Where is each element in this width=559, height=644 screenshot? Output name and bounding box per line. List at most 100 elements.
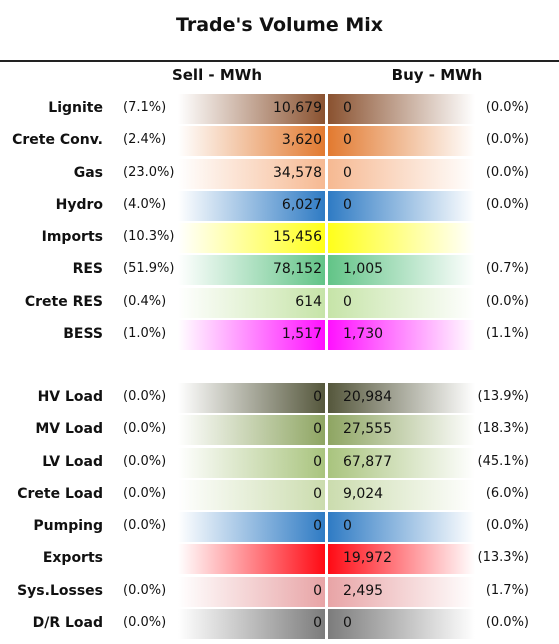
buy-value: 0	[343, 614, 352, 631]
row-label: Crete RES	[24, 293, 103, 310]
sell-cell	[178, 576, 325, 607]
sell-percent: (2.4%)	[123, 132, 167, 148]
buy-cell	[328, 608, 475, 639]
buy-cell	[328, 415, 475, 446]
buy-value: 0	[343, 164, 352, 181]
buy-cell	[328, 479, 475, 510]
sell-cell	[178, 447, 325, 478]
sell-percent: (0.0%)	[123, 614, 167, 630]
buy-value: 0	[343, 293, 352, 310]
sell-cell	[178, 512, 325, 542]
buy-value: 19,972	[343, 550, 392, 567]
buy-percent: (45.1%)	[477, 453, 529, 469]
buy-cell	[328, 223, 475, 253]
row-label: Imports	[41, 229, 103, 245]
sell-percent: (7.1%)	[123, 100, 167, 115]
sell-percent: (0.0%)	[123, 582, 167, 598]
buy-percent: (0.0%)	[485, 132, 529, 148]
buy-value: 67,877	[343, 453, 392, 470]
sell-value: 614	[295, 293, 322, 310]
row-label: Crete Conv.	[12, 132, 103, 149]
buy-cell	[328, 447, 475, 478]
sell-cell	[178, 287, 325, 318]
sell-value: 0	[313, 389, 322, 405]
buy-cell	[328, 544, 475, 575]
sell-value: 0	[313, 518, 322, 534]
sell-cell	[178, 415, 325, 446]
sell-percent: (4.0%)	[123, 196, 167, 212]
buy-cell	[328, 94, 475, 124]
sell-value: 15,456	[273, 229, 322, 245]
row-label: BESS	[63, 325, 103, 342]
buy-percent: (1.1%)	[485, 325, 529, 341]
buy-value: 27,555	[343, 421, 392, 438]
buy-percent: (0.0%)	[485, 100, 529, 115]
buy-header: Buy - MWh	[391, 66, 483, 84]
sell-percent: (0.0%)	[123, 518, 167, 533]
divider	[0, 60, 559, 62]
buy-percent: (1.7%)	[485, 582, 529, 598]
sell-value: 1,517	[281, 325, 322, 342]
buy-cell	[328, 255, 475, 286]
sell-cell	[178, 158, 325, 189]
sell-value: 0	[313, 582, 322, 599]
row-label: Hydro	[55, 196, 103, 213]
row-label: Pumping	[33, 518, 103, 534]
sell-cell	[178, 544, 325, 575]
buy-value: 9,024	[343, 485, 384, 502]
sell-value: 0	[313, 485, 322, 502]
buy-cell	[328, 126, 475, 157]
sell-percent: (23.0%)	[123, 164, 175, 180]
buy-percent: (13.9%)	[477, 389, 529, 404]
buy-cell	[328, 383, 475, 413]
sell-percent: (1.0%)	[123, 325, 167, 341]
buy-percent: (0.0%)	[485, 518, 529, 533]
sell-cell	[178, 94, 325, 124]
center-divider	[325, 381, 327, 641]
sell-value: 3,620	[281, 132, 322, 149]
sell-value: 0	[313, 453, 322, 470]
sell-value: 6,027	[281, 196, 322, 213]
sell-cell	[178, 190, 325, 221]
sell-cell	[178, 479, 325, 510]
sell-cell	[178, 608, 325, 639]
buy-value: 2,495	[343, 582, 384, 599]
sell-value: 78,152	[273, 261, 322, 278]
sell-percent: (0.4%)	[123, 293, 167, 309]
buy-value: 0	[343, 196, 352, 213]
buy-percent: (0.0%)	[485, 293, 529, 309]
buy-value: 0	[343, 132, 352, 149]
sell-cell	[178, 223, 325, 253]
row-label: HV Load	[37, 389, 103, 405]
sell-percent: (51.9%)	[123, 261, 175, 277]
row-label: D/R Load	[32, 614, 103, 631]
sell-percent: (0.0%)	[123, 421, 167, 437]
buy-cell	[328, 576, 475, 607]
sell-cell	[178, 383, 325, 413]
sell-percent: (10.3%)	[123, 229, 175, 244]
buy-percent: (13.3%)	[477, 550, 529, 566]
buy-cell	[328, 287, 475, 318]
buy-value: 0	[343, 518, 352, 534]
center-divider	[325, 92, 327, 352]
buy-cell	[328, 512, 475, 542]
sell-value: 10,679	[273, 100, 322, 116]
row-label: Sys.Losses	[17, 582, 103, 599]
sell-value: 0	[313, 614, 322, 631]
buy-percent: (0.0%)	[485, 614, 529, 630]
buy-percent: (18.3%)	[477, 421, 529, 437]
buy-value: 1,005	[343, 261, 384, 278]
sell-cell	[178, 255, 325, 286]
row-label: Exports	[42, 550, 103, 567]
buy-value: 1,730	[343, 325, 384, 342]
buy-percent: (6.0%)	[485, 485, 529, 501]
sell-cell	[178, 126, 325, 157]
buy-cell	[328, 190, 475, 221]
buy-percent: (0.7%)	[485, 261, 529, 277]
buy-cell	[328, 158, 475, 189]
buy-cell	[328, 319, 475, 350]
row-label: LV Load	[42, 453, 103, 470]
buy-percent: (0.0%)	[485, 196, 529, 212]
title: Trade's Volume Mix	[175, 14, 384, 36]
